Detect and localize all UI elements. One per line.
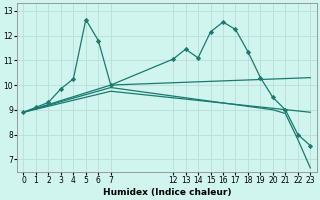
- X-axis label: Humidex (Indice chaleur): Humidex (Indice chaleur): [103, 188, 231, 197]
